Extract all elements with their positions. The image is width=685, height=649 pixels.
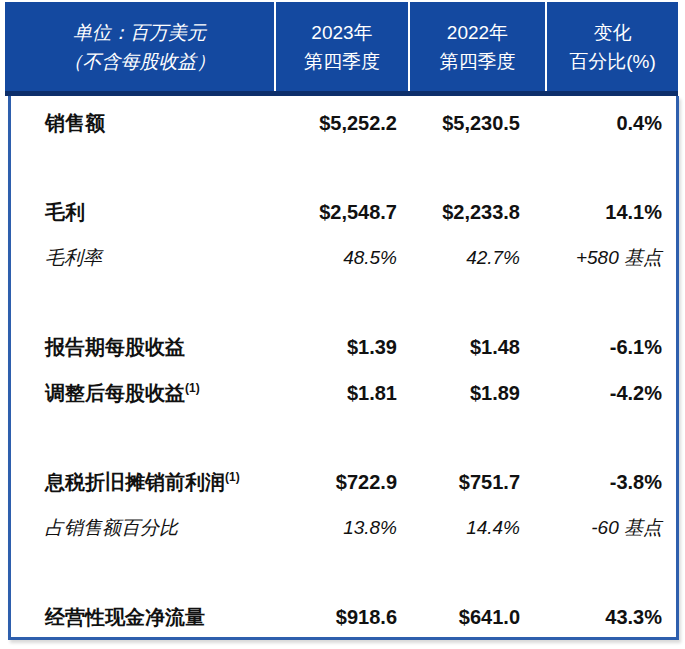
table-row: 销售额 $5,252.2 $5,230.5 0.4%	[11, 106, 676, 140]
col-header-2022-line2: 第四季度	[440, 47, 516, 76]
value-2022-q4: $751.7	[408, 471, 545, 494]
value-2022-q4: 14.4%	[408, 517, 545, 539]
table-body: 销售额 $5,252.2 $5,230.5 0.4% 毛利 $2,548.7 $…	[8, 96, 679, 640]
col-header-2023-line1: 2023年	[311, 18, 372, 47]
row-label: 毛利率	[11, 245, 274, 271]
row-label: 毛利	[11, 199, 274, 226]
value-change-pct: 14.1%	[545, 201, 676, 224]
row-label: 经营性现金净流量	[11, 604, 274, 631]
unit-label-line1: 单位：百万美元	[73, 18, 206, 47]
row-label-text: 销售额	[45, 112, 105, 134]
value-change-pct: -60 基点	[545, 515, 676, 541]
unit-header-cell: 单位：百万美元 （不含每股收益）	[5, 2, 274, 91]
row-label: 息税折旧摊销前利润(1)	[11, 469, 274, 496]
value-2023-q4: 13.8%	[274, 517, 408, 539]
table-row: 报告期每股收益 $1.39 $1.48 -6.1%	[11, 330, 676, 364]
value-change-pct: -3.8%	[545, 471, 676, 494]
value-2023-q4: $722.9	[274, 471, 408, 494]
table-header: 单位：百万美元 （不含每股收益） 2023年 第四季度 2022年 第四季度 变…	[5, 2, 678, 96]
value-2023-q4: $1.81	[274, 382, 408, 405]
row-label: 销售额	[11, 110, 274, 137]
value-2022-q4: $5,230.5	[408, 112, 545, 135]
value-2022-q4: $641.0	[408, 606, 545, 629]
value-2022-q4: 42.7%	[408, 247, 545, 269]
col-header-2023-line2: 第四季度	[304, 47, 380, 76]
col-header-change-pct: 变化 百分比(%)	[545, 2, 678, 91]
value-2022-q4: $1.48	[408, 336, 545, 359]
col-header-2023-q4: 2023年 第四季度	[274, 2, 408, 91]
value-2023-q4: $918.6	[274, 606, 408, 629]
row-label-text: 息税折旧摊销前利润	[45, 471, 225, 493]
table-row: 毛利 $2,548.7 $2,233.8 14.1%	[11, 195, 676, 229]
row-label-text: 报告期每股收益	[45, 336, 185, 358]
value-2023-q4: $2,548.7	[274, 201, 408, 224]
table-row: 毛利率 48.5% 42.7% +580 基点	[11, 241, 676, 275]
footnote-superscript: (1)	[185, 381, 200, 395]
row-label-text: 调整后每股收益	[45, 382, 185, 404]
row-label-text: 占销售额百分比	[45, 517, 178, 538]
value-2022-q4: $1.89	[408, 382, 545, 405]
table-row: 调整后每股收益(1) $1.81 $1.89 -4.2%	[11, 376, 676, 410]
value-change-pct: +580 基点	[545, 245, 676, 271]
value-2023-q4: 48.5%	[274, 247, 408, 269]
table-row: 息税折旧摊销前利润(1) $722.9 $751.7 -3.8%	[11, 465, 676, 499]
row-label-text: 经营性现金净流量	[45, 606, 205, 628]
value-change-pct: -4.2%	[545, 382, 676, 405]
value-2023-q4: $5,252.2	[274, 112, 408, 135]
unit-label-line2: （不含每股收益）	[64, 47, 216, 76]
value-2023-q4: $1.39	[274, 336, 408, 359]
table-row: 经营性现金净流量 $918.6 $641.0 43.3%	[11, 600, 676, 634]
row-label: 占销售额百分比	[11, 515, 274, 541]
col-header-2022-q4: 2022年 第四季度	[408, 2, 545, 91]
row-label: 调整后每股收益(1)	[11, 380, 274, 407]
row-label-text: 毛利率	[45, 247, 102, 268]
table-row: 占销售额百分比 13.8% 14.4% -60 基点	[11, 511, 676, 545]
footnote-superscript: (1)	[225, 470, 240, 484]
value-change-pct: 0.4%	[545, 112, 676, 135]
row-label: 报告期每股收益	[11, 334, 274, 361]
col-header-change-line1: 变化	[594, 18, 632, 47]
value-change-pct: -6.1%	[545, 336, 676, 359]
col-header-change-line2: 百分比(%)	[569, 47, 656, 76]
value-change-pct: 43.3%	[545, 606, 676, 629]
col-header-2022-line1: 2022年	[447, 18, 508, 47]
row-label-text: 毛利	[45, 201, 85, 223]
value-2022-q4: $2,233.8	[408, 201, 545, 224]
